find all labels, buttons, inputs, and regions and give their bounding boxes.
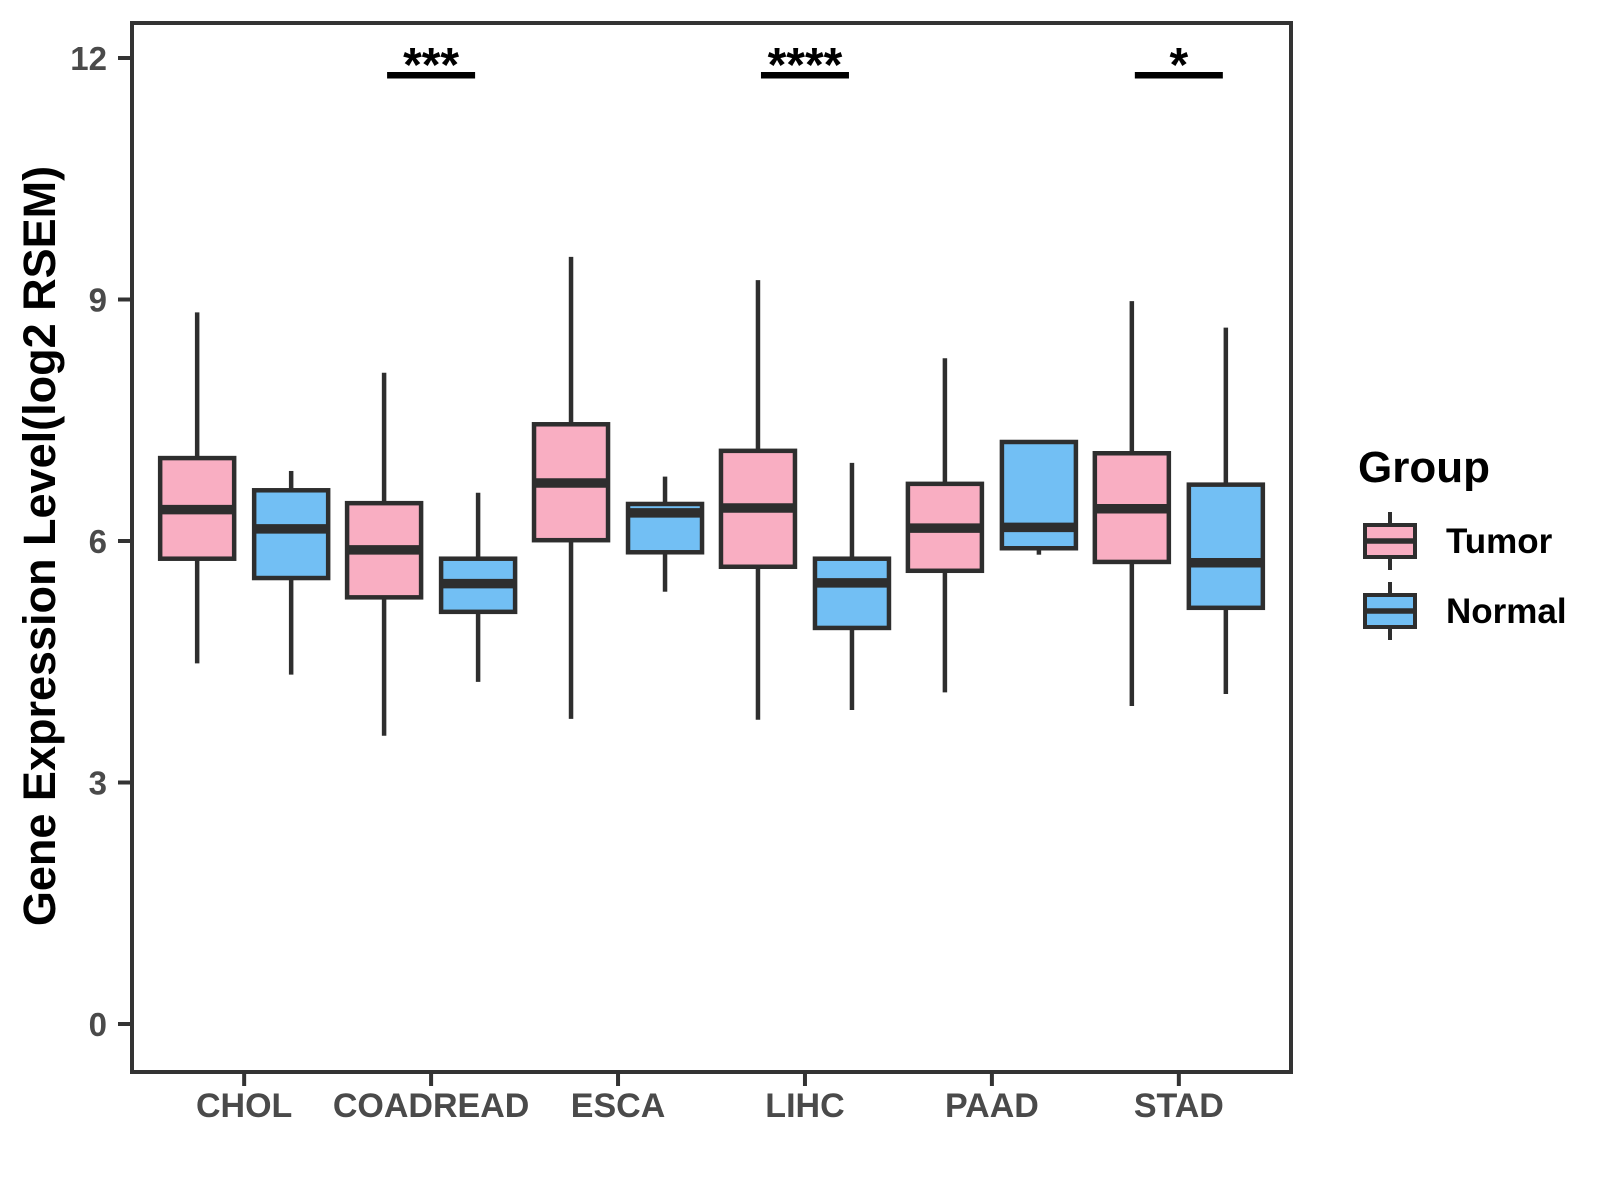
x-tick-label: STAD	[1134, 1087, 1224, 1125]
sig-bar-COADREAD	[387, 72, 476, 79]
legend-entry-normal: Normal	[1362, 580, 1586, 642]
x-tick-label: CHOL	[196, 1087, 292, 1125]
legend: Group Tumor Normal	[1356, 446, 1586, 642]
y-tick-label: 9	[89, 282, 107, 319]
sig-bar-LIHC	[760, 72, 849, 79]
box-Normal-PAAD	[999, 439, 1079, 551]
box-Normal-LIHC	[812, 556, 892, 631]
box-Normal-STAD	[1186, 482, 1266, 611]
x-tick-label: COADREAD	[333, 1087, 529, 1125]
sig-stars-STAD: *	[1169, 39, 1188, 92]
sig-bar-STAD	[1134, 72, 1223, 79]
sig-stars-LIHC: ****	[768, 39, 843, 92]
y-axis-title: Gene Expression Level(log2 RSEM)	[14, 165, 65, 927]
normal-boxplot-key-icon	[1363, 582, 1417, 640]
sig-stars-COADREAD: ***	[403, 39, 459, 92]
legend-entry-tumor: Tumor	[1362, 510, 1586, 572]
legend-label-tumor: Tumor	[1446, 521, 1553, 561]
tumor-boxplot-key-icon	[1363, 512, 1417, 570]
legend-title: Group	[1358, 443, 1490, 492]
box-Normal-CHOL	[251, 488, 331, 581]
y-tick-label: 12	[70, 40, 107, 77]
x-tick-label: PAAD	[945, 1087, 1039, 1125]
x-tick-label: ESCA	[571, 1087, 665, 1125]
panel-border	[130, 21, 1293, 1074]
y-tick-label: 0	[89, 1006, 107, 1043]
y-tick-label: 6	[89, 523, 107, 560]
x-tick-label: LIHC	[765, 1087, 844, 1125]
y-tick-label: 3	[89, 765, 107, 802]
legend-label-normal: Normal	[1446, 591, 1567, 631]
